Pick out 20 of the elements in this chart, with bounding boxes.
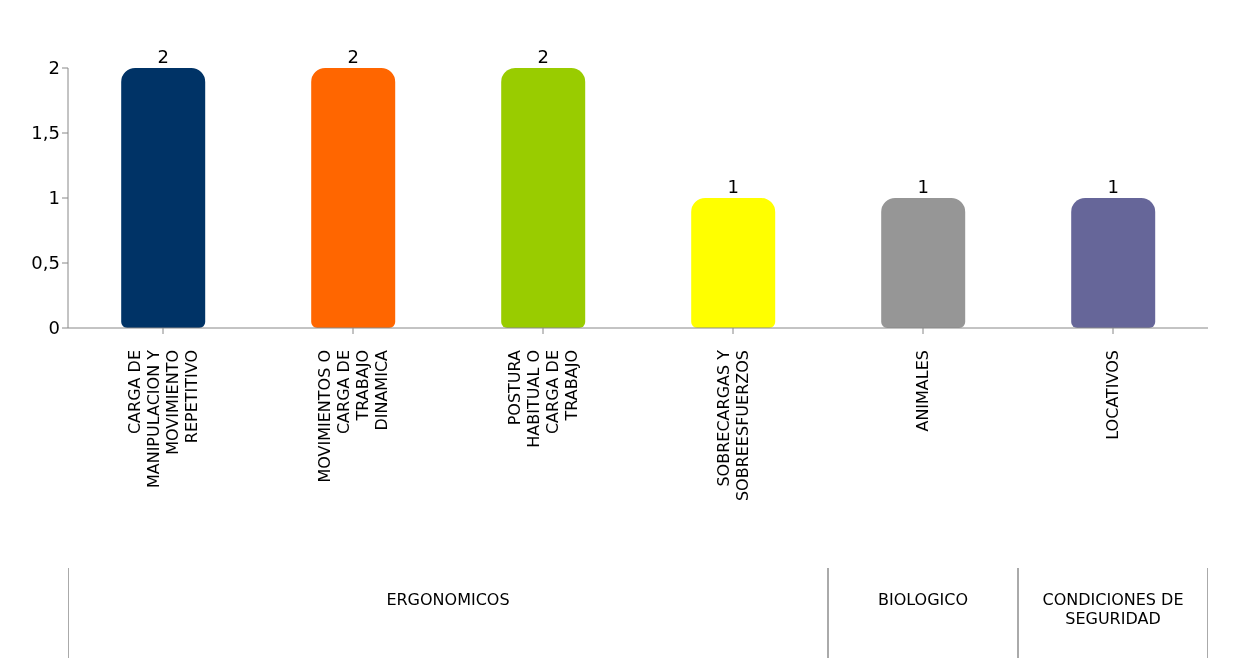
text: CONDICIONES DE SEGURIDAD	[1018, 568, 1208, 658]
y-tick-label: 2	[48, 57, 60, 79]
data-label: 1	[917, 176, 929, 197]
y-tick-label: 1	[48, 187, 60, 209]
data-label: 2	[537, 46, 549, 67]
x-tick-label: ANIMALES	[913, 350, 932, 432]
x-tick-label: LOCATIVOS	[1103, 350, 1122, 440]
data-label: 2	[157, 46, 169, 67]
x-tick-label: POSTURA HABITUAL O CARGA DE TRABAJO	[504, 349, 581, 448]
text: ERGONOMICOS	[68, 568, 828, 658]
data-label: 1	[1107, 176, 1119, 197]
x-tick-label: MOVIMIENTOS O CARGA DE TRABAJO DINAMICA	[314, 349, 391, 483]
data-label: 2	[347, 46, 359, 67]
x-tick-label: CARGA DE MANIPULACION Y MOVIMIENTO REPETITIVO	[124, 349, 201, 489]
y-tick-label: 1,5	[31, 122, 60, 144]
data-label: 1	[727, 176, 739, 197]
text: BIOLOGICO	[828, 568, 1018, 658]
x-tick-label: SOBRECARGAS Y SOBREESFUERZOS	[713, 349, 752, 502]
y-tick-label: 0	[48, 317, 60, 339]
y-tick-label: 0,5	[31, 252, 60, 274]
